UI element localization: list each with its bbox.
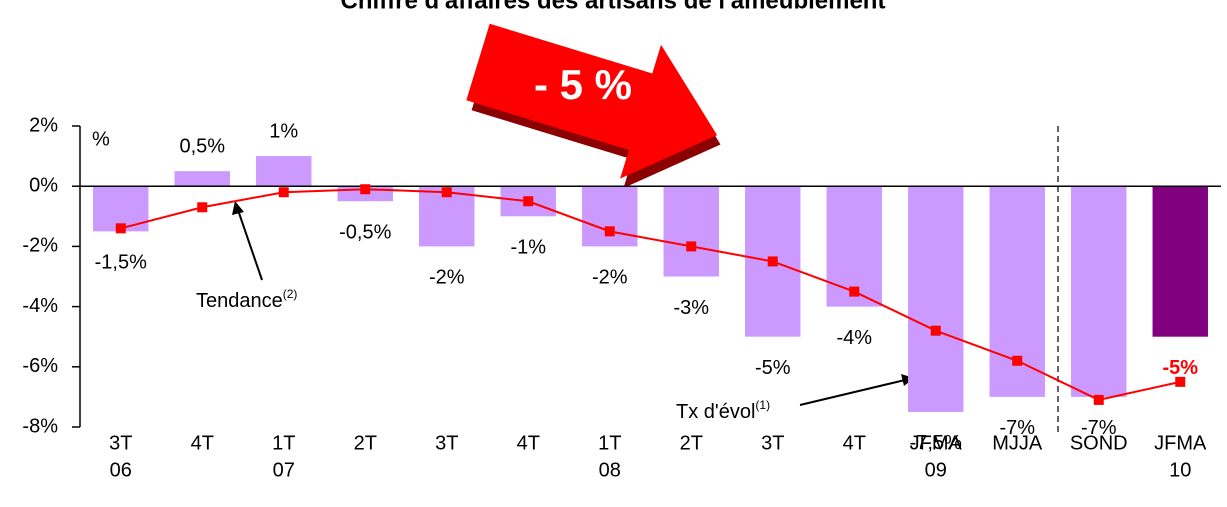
x-tick-label: 1T bbox=[598, 432, 621, 454]
x-group-label: 10 bbox=[1169, 459, 1191, 481]
trend-marker bbox=[686, 241, 696, 251]
value-label: 1% bbox=[269, 120, 298, 142]
y-tick-label: -6% bbox=[22, 355, 58, 377]
chart-title: Chiffre d'affaires des artisans de l'ame… bbox=[341, 0, 886, 14]
x-tick-label: 2T bbox=[680, 432, 703, 454]
bar bbox=[1071, 186, 1126, 397]
trend-marker bbox=[360, 184, 370, 194]
trend-marker bbox=[1175, 377, 1185, 387]
chart: Chiffre d'affaires des artisans de l'ame… bbox=[0, 0, 1227, 507]
unit-label: % bbox=[92, 128, 110, 150]
x-tick-label: 4T bbox=[191, 432, 214, 454]
x-tick-label: 1T bbox=[272, 432, 295, 454]
x-tick-label: 3T bbox=[435, 432, 458, 454]
trend-marker bbox=[116, 223, 126, 233]
trend-marker bbox=[1094, 395, 1104, 405]
x-tick-label: JFMA bbox=[1154, 432, 1207, 454]
arrow-label: - 5 % bbox=[534, 61, 632, 108]
x-group-label: 07 bbox=[273, 459, 295, 481]
annotation-text: Tx d'évol bbox=[676, 401, 755, 423]
annotation-note: (2) bbox=[283, 287, 298, 301]
value-label: -5% bbox=[755, 357, 791, 379]
trend-marker bbox=[442, 187, 452, 197]
y-tick-label: -2% bbox=[22, 235, 58, 257]
trend-annotation: Tendance(2) bbox=[196, 287, 297, 312]
x-tick-label: 4T bbox=[843, 432, 866, 454]
x-group-label: 06 bbox=[110, 459, 132, 481]
bar bbox=[664, 186, 719, 276]
y-tick-label: 2% bbox=[29, 114, 58, 136]
annotation-note: (1) bbox=[755, 398, 770, 412]
value-label: -3% bbox=[673, 297, 709, 319]
value-label: -2% bbox=[429, 267, 465, 289]
value-label: -0,5% bbox=[339, 222, 391, 244]
bar bbox=[908, 186, 963, 412]
x-tick-label: 4T bbox=[517, 432, 540, 454]
y-tick-label: 0% bbox=[29, 174, 58, 196]
value-label: -1% bbox=[510, 237, 546, 259]
x-tick-label: 3T bbox=[109, 432, 132, 454]
annotation-arrow bbox=[800, 380, 905, 405]
arrowhead bbox=[232, 201, 244, 215]
x-tick-label: 3T bbox=[761, 432, 784, 454]
bar bbox=[175, 171, 230, 186]
value-label: -4% bbox=[836, 327, 872, 349]
bar bbox=[1153, 186, 1208, 337]
x-group-label: 08 bbox=[599, 459, 621, 481]
annotation-text: Tendance bbox=[196, 290, 283, 312]
trend-marker bbox=[849, 287, 859, 297]
y-tick-label: -4% bbox=[22, 295, 58, 317]
annotation-arrow bbox=[238, 210, 262, 280]
trend-marker bbox=[197, 202, 207, 212]
x-tick-label: 2T bbox=[354, 432, 377, 454]
trend-marker bbox=[1012, 356, 1022, 366]
value-label: -5% bbox=[1162, 357, 1198, 379]
trend-marker bbox=[605, 226, 615, 236]
bar bbox=[582, 186, 637, 246]
value-label: -7,5% bbox=[910, 432, 962, 454]
value-label: -2% bbox=[592, 267, 628, 289]
trend-marker bbox=[523, 196, 533, 206]
value-label: -1,5% bbox=[95, 252, 147, 274]
trend-marker bbox=[279, 187, 289, 197]
trend-marker bbox=[768, 256, 778, 266]
x-group-label: 09 bbox=[925, 459, 947, 481]
value-label: -7% bbox=[999, 417, 1035, 439]
bar bbox=[256, 156, 311, 186]
y-tick-label: -8% bbox=[22, 415, 58, 437]
value-label: 0,5% bbox=[179, 135, 225, 157]
trend-marker bbox=[931, 326, 941, 336]
bar-annotation: Tx d'évol(1) bbox=[676, 398, 770, 423]
value-label: -7% bbox=[1081, 417, 1117, 439]
